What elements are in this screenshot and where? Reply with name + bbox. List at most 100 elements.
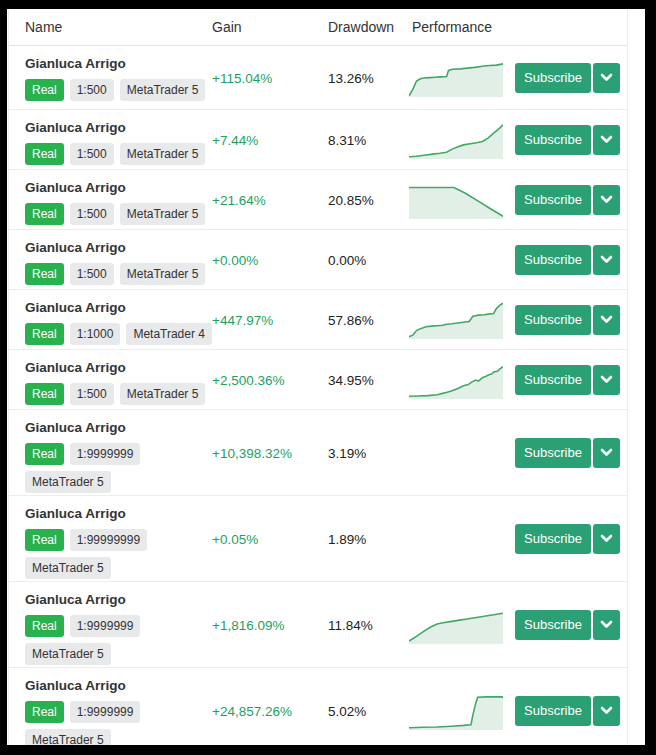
- column-header-performance: Performance: [412, 19, 492, 35]
- drawdown-value: 1.89%: [328, 531, 366, 546]
- row-actions: Subscribe: [515, 63, 620, 93]
- performance-sparkline: [409, 606, 503, 644]
- signal-row: Gianluca Arrigo Real1:500MetaTrader 5 +1…: [9, 46, 627, 110]
- gain-value: +21.64%: [212, 192, 266, 207]
- signal-name[interactable]: Gianluca Arrigo: [25, 676, 627, 695]
- subscribe-dropdown-button[interactable]: [593, 696, 620, 726]
- subscribe-dropdown-button[interactable]: [593, 185, 620, 215]
- chevron-down-icon: [600, 315, 613, 324]
- subscribe-dropdown-button[interactable]: [593, 125, 620, 155]
- row-actions: Subscribe: [515, 524, 620, 554]
- platform-badge: MetaTrader 5: [25, 643, 111, 665]
- platform-badge: MetaTrader 5: [25, 471, 111, 493]
- subscribe-dropdown-button[interactable]: [593, 610, 620, 640]
- column-header-gain: Gain: [212, 19, 242, 35]
- leverage-badge: 1:9999999: [70, 615, 141, 637]
- signal-name[interactable]: Gianluca Arrigo: [25, 504, 627, 523]
- chevron-down-icon: [600, 255, 613, 264]
- signals-table: Name Gain Drawdown Performance Gianluca …: [8, 9, 628, 745]
- account-type-badge: Real: [25, 203, 64, 225]
- chevron-down-icon: [600, 375, 613, 384]
- account-type-badge: Real: [25, 263, 64, 285]
- platform-badge: MetaTrader 5: [120, 143, 206, 165]
- account-type-badge: Real: [25, 143, 64, 165]
- performance-sparkline: [409, 301, 503, 339]
- drawdown-value: 0.00%: [328, 252, 366, 267]
- subscribe-dropdown-button[interactable]: [593, 365, 620, 395]
- subscribe-dropdown-button[interactable]: [593, 245, 620, 275]
- leverage-badge: 1:9999999: [70, 701, 141, 723]
- performance-sparkline: [409, 121, 503, 159]
- chevron-down-icon: [600, 73, 613, 82]
- signal-row: Gianluca Arrigo Real1:9999999MetaTrader …: [9, 668, 627, 745]
- signal-row: Gianluca Arrigo Real1:9999999MetaTrader …: [9, 410, 627, 496]
- account-type-badge: Real: [25, 529, 64, 551]
- platform-badge: MetaTrader 5: [25, 729, 111, 745]
- badge-line: MetaTrader 5: [25, 471, 627, 493]
- column-header-name: Name: [25, 19, 62, 35]
- performance-sparkline: [409, 241, 503, 279]
- performance-sparkline: [409, 361, 503, 399]
- performance-sparkline: [409, 692, 503, 730]
- subscribe-button[interactable]: Subscribe: [515, 610, 591, 640]
- platform-badge: MetaTrader 5: [25, 557, 111, 579]
- leverage-badge: 1:500: [70, 203, 114, 225]
- chevron-down-icon: [600, 706, 613, 715]
- signal-name[interactable]: Gianluca Arrigo: [25, 418, 627, 437]
- signal-row: Gianluca Arrigo Real1:500MetaTrader 5 +7…: [9, 110, 627, 170]
- leverage-badge: 1:500: [70, 263, 114, 285]
- platform-badge: MetaTrader 5: [120, 263, 206, 285]
- subscribe-button[interactable]: Subscribe: [515, 185, 591, 215]
- chevron-down-icon: [600, 448, 613, 457]
- performance-sparkline: [409, 520, 503, 558]
- subscribe-button[interactable]: Subscribe: [515, 305, 591, 335]
- badge-line: MetaTrader 5: [25, 557, 627, 579]
- leverage-badge: 1:500: [70, 79, 114, 101]
- account-type-badge: Real: [25, 323, 64, 345]
- subscribe-dropdown-button[interactable]: [593, 305, 620, 335]
- account-type-badge: Real: [25, 383, 64, 405]
- gain-value: +2,500.36%: [212, 372, 284, 387]
- subscribe-button[interactable]: Subscribe: [515, 365, 591, 395]
- subscribe-button[interactable]: Subscribe: [515, 245, 591, 275]
- drawdown-value: 11.84%: [328, 617, 373, 632]
- performance-sparkline: [409, 434, 503, 472]
- platform-badge: MetaTrader 5: [120, 383, 206, 405]
- subscribe-button[interactable]: Subscribe: [515, 438, 591, 468]
- subscribe-dropdown-button[interactable]: [593, 524, 620, 554]
- drawdown-value: 20.85%: [328, 192, 374, 207]
- subscribe-button[interactable]: Subscribe: [515, 63, 591, 93]
- row-actions: Subscribe: [515, 305, 620, 335]
- drawdown-value: 5.02%: [328, 703, 366, 718]
- drawdown-value: 57.86%: [328, 312, 374, 327]
- subscribe-button[interactable]: Subscribe: [515, 125, 591, 155]
- row-actions: Subscribe: [515, 696, 620, 726]
- account-type-badge: Real: [25, 615, 64, 637]
- drawdown-value: 3.19%: [328, 445, 366, 460]
- subscribe-dropdown-button[interactable]: [593, 438, 620, 468]
- signal-row: Gianluca Arrigo Real1:500MetaTrader 5 +2…: [9, 350, 627, 410]
- row-actions: Subscribe: [515, 438, 620, 468]
- subscribe-button[interactable]: Subscribe: [515, 524, 591, 554]
- row-actions: Subscribe: [515, 245, 620, 275]
- gain-value: +447.97%: [212, 312, 273, 327]
- signal-row: Gianluca Arrigo Real1:500MetaTrader 5 +2…: [9, 170, 627, 230]
- drawdown-value: 13.26%: [328, 70, 374, 85]
- gain-value: +24,857.26%: [212, 703, 292, 718]
- platform-badge: MetaTrader 5: [120, 203, 206, 225]
- gain-value: +10,398.32%: [212, 445, 292, 460]
- signal-name[interactable]: Gianluca Arrigo: [25, 590, 627, 609]
- signals-page: Name Gain Drawdown Performance Gianluca …: [7, 9, 645, 745]
- gain-value: +7.44%: [212, 132, 258, 147]
- account-type-badge: Real: [25, 443, 64, 465]
- chevron-down-icon: [600, 195, 613, 204]
- signal-row: Gianluca Arrigo Real 1:9999999 MetaTrader …: [9, 582, 627, 668]
- subscribe-button[interactable]: Subscribe: [515, 696, 591, 726]
- chevron-down-icon: [600, 534, 613, 543]
- drawdown-value: 8.31%: [328, 132, 366, 147]
- gain-value: +0.00%: [212, 252, 258, 267]
- chevron-down-icon: [600, 135, 613, 144]
- badge-line: MetaTrader 5: [25, 729, 627, 745]
- subscribe-dropdown-button[interactable]: [593, 63, 620, 93]
- table-body: Gianluca Arrigo Real 1:500 MetaTrader 5 +1…: [9, 46, 627, 745]
